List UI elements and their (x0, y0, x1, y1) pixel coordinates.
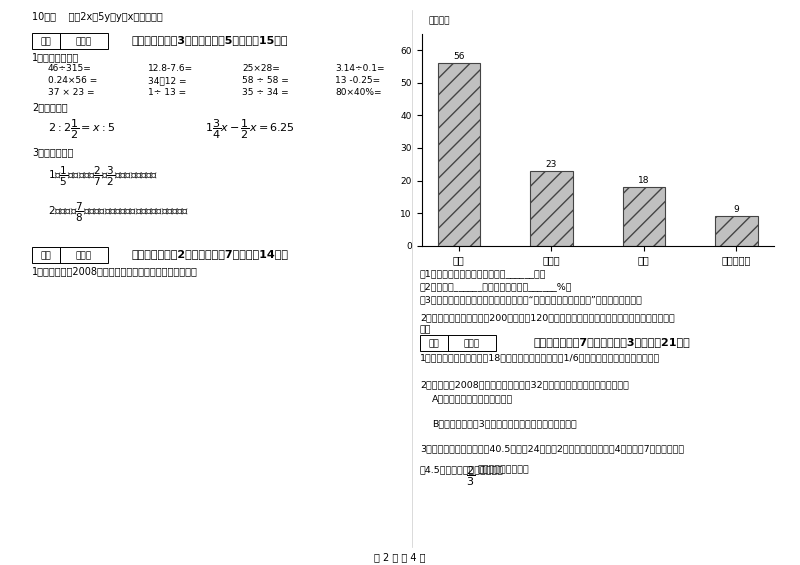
Text: 2．如果参加2008年奥运会的足球队有32支，自始至终用淘汰制进行比赛。: 2．如果参加2008年奥运会的足球队有32支，自始至终用淘汰制进行比赛。 (420, 380, 629, 389)
Text: 80×40%=: 80×40%= (335, 88, 382, 97)
Text: 34＋12 =: 34＋12 = (148, 76, 186, 85)
Bar (420, 335, 448, 351)
Text: （1）四个中办城市的得票总数是______票。: （1）四个中办城市的得票总数是______票。 (420, 269, 546, 278)
Text: 得分: 得分 (41, 37, 51, 46)
Text: 18: 18 (638, 176, 650, 185)
Bar (32, 33, 60, 49)
Text: 单位：票: 单位：票 (429, 16, 450, 25)
Bar (32, 247, 60, 263)
Text: 1．下面是申报2008年奥运会主办城市的得票情况统计图。: 1．下面是申报2008年奥运会主办城市的得票情况统计图。 (32, 266, 198, 276)
Bar (622, 187, 665, 246)
Text: 轴。: 轴。 (420, 325, 431, 334)
Text: A、全部比赛一共需要多少场？: A、全部比赛一共需要多少场？ (432, 394, 514, 403)
Bar (60, 33, 108, 49)
Text: 10．（    ）刷2x＝5y，y与x成反比例。: 10．（ ）刷2x＝5y，y与x成反比例。 (32, 12, 162, 22)
Text: $1\dfrac{3}{4}x-\dfrac{1}{2}x=6.25$: $1\dfrac{3}{4}x-\dfrac{1}{2}x=6.25$ (205, 118, 294, 141)
Text: 12.8-7.6=: 12.8-7.6= (148, 64, 193, 73)
Bar (60, 247, 108, 263)
Text: 9: 9 (734, 206, 739, 215)
Text: 评卷人: 评卷人 (464, 339, 480, 348)
Bar (448, 335, 496, 351)
Text: 2、甲数的$\dfrac{7}{8}$和乙数相等，甲数和乙数的比的比值是多少？: 2、甲数的$\dfrac{7}{8}$和乙数相等，甲数和乙数的比的比值是多少？ (48, 201, 190, 224)
Text: （3）投票结果一出来，报纸、电视都说：“北京得票是数遥遥领先”，为什么这样说？: （3）投票结果一出来，报纸、电视都说：“北京得票是数遥遥领先”，为什么这样说？ (420, 295, 643, 304)
Text: 3．一个建筑队挖地基，长40.5米，刷24米，杰2米，挖出的土平均每4立方米重7吨，如果用载: 3．一个建筑队挖地基，长40.5米，刷24米，杰2米，挖出的土平均每4立方米重7… (420, 444, 684, 453)
Text: 0.24×56 =: 0.24×56 = (48, 76, 98, 85)
Text: 得分: 得分 (429, 339, 439, 348)
Text: 58 ÷ 58 =: 58 ÷ 58 = (242, 76, 289, 85)
Text: 评卷人: 评卷人 (76, 251, 92, 260)
Text: （2）北京得______票，占得票总数的______%。: （2）北京得______票，占得票总数的______%。 (420, 282, 573, 291)
Text: 运走，需运多少次？: 运走，需运多少次？ (478, 465, 530, 474)
Text: 六、应用题（关7小题，每题〆3分，共计21分）: 六、应用题（关7小题，每题〆3分，共计21分） (534, 337, 690, 347)
Text: 五、综合题（关2小题，每题〆7分，共计14分）: 五、综合题（关2小题，每题〆7分，共计14分） (131, 249, 289, 259)
Text: 1、$\dfrac{1}{5}$的倒数减去$\dfrac{2}{7}$与$\dfrac{3}{2}$的积，差是多少？: 1、$\dfrac{1}{5}$的倒数减去$\dfrac{2}{7}$与$\df… (48, 165, 158, 188)
Text: 1．直接写得数。: 1．直接写得数。 (32, 52, 79, 62)
Text: 1÷ 13 =: 1÷ 13 = (148, 88, 186, 97)
Text: 25×28=: 25×28= (242, 64, 280, 73)
Text: 56: 56 (453, 53, 465, 61)
Text: 2．一个长方形运动场长为200米，宽为120米，请用约比例尺画出它的平面图和它的所有对称: 2．一个长方形运动场长为200米，宽为120米，请用约比例尺画出它的平面图和它的… (420, 313, 674, 322)
Text: 四、计算题（关3小题，每题〆5分，共计15分）: 四、计算题（关3小题，每题〆5分，共计15分） (132, 35, 288, 45)
Text: 重4.5吨的一辆汽车把这些土的: 重4.5吨的一辆汽车把这些土的 (420, 465, 504, 474)
Text: B、如果每天安排3场比赛，全部比赛大约需要多少天？: B、如果每天安排3场比赛，全部比赛大约需要多少天？ (432, 419, 577, 428)
Text: 13 -0.25=: 13 -0.25= (335, 76, 380, 85)
Text: 46÷315=: 46÷315= (48, 64, 92, 73)
Text: 第 2 页 共 4 页: 第 2 页 共 4 页 (374, 552, 426, 562)
Text: 37 × 23 =: 37 × 23 = (48, 88, 94, 97)
Bar (530, 171, 573, 246)
Text: 2．解方程：: 2．解方程： (32, 102, 68, 112)
Text: 3.14÷0.1=: 3.14÷0.1= (335, 64, 385, 73)
Text: 3．列式计算：: 3．列式计算： (32, 147, 74, 157)
Bar (438, 63, 480, 246)
Text: 评卷人: 评卷人 (76, 37, 92, 46)
Text: 1．某粮店上一周卖出面粔18吨，卖出的大米比面粚多1/6，粮店上周卖出大米多少千克？: 1．某粮店上一周卖出面粔18吨，卖出的大米比面粚多1/6，粮店上周卖出大米多少千… (420, 353, 660, 362)
Text: $2:2\dfrac{1}{2}=x:5$: $2:2\dfrac{1}{2}=x:5$ (48, 118, 115, 141)
Text: 35 ÷ 34 =: 35 ÷ 34 = (242, 88, 289, 97)
Text: $\dfrac{2}{3}$: $\dfrac{2}{3}$ (466, 465, 475, 489)
Text: 得分: 得分 (41, 251, 51, 260)
Text: 23: 23 (546, 160, 557, 169)
Bar (715, 216, 758, 246)
